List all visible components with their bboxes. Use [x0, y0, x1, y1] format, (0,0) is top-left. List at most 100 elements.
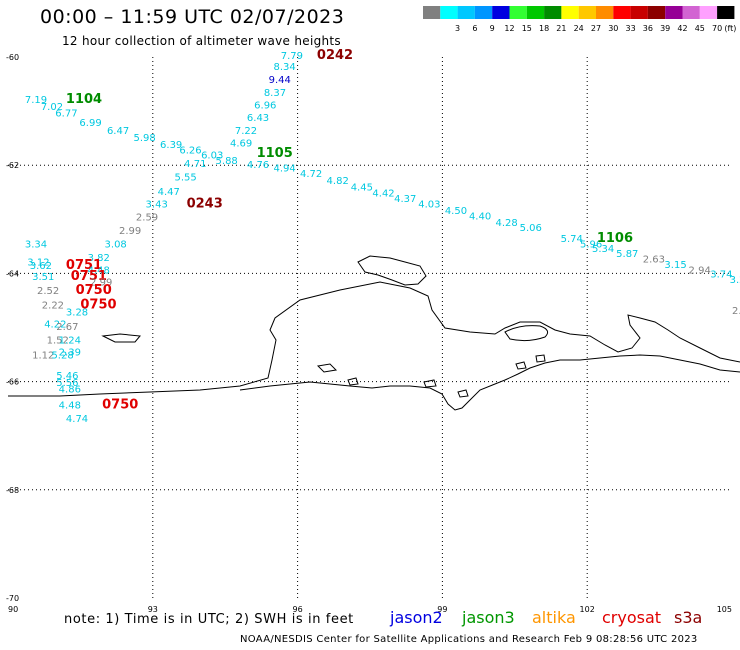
- legend-tick-label: 6: [472, 24, 477, 33]
- pass-time-label: 0750: [76, 283, 112, 298]
- wave-height-label: 3.12: [27, 257, 49, 268]
- wave-height-label: 4.74: [66, 414, 88, 425]
- wave-height-label: 2.63: [643, 255, 665, 266]
- wave-height-label: 2.39: [59, 348, 81, 359]
- footer-credit: NOAA/NESDIS Center for Satellite Applica…: [240, 634, 698, 645]
- wave-height-label: 8.37: [264, 88, 286, 99]
- island-small-3: [347, 377, 359, 386]
- wave-height-label: 1.12: [32, 350, 54, 361]
- coastline: [8, 255, 740, 411]
- island-small-7: [535, 354, 546, 363]
- wave-height-label: 3.15: [664, 260, 686, 271]
- lon-tick-label: 105: [717, 605, 732, 614]
- island-small-1: [101, 333, 141, 343]
- island-small-5: [457, 389, 469, 398]
- wave-height-label: 6.43: [247, 113, 269, 124]
- island-oval: [504, 325, 549, 342]
- wave-height-label: 5.46: [56, 371, 78, 382]
- pass-time-label: 1105: [257, 146, 293, 161]
- lat-tick-label: -68: [6, 486, 19, 495]
- wave-height-label: 3.74: [710, 270, 732, 281]
- legend-swatch: [613, 6, 631, 19]
- wave-height-label: 3.43: [146, 199, 168, 210]
- wave-height-label: 4.48: [59, 401, 81, 412]
- pass-time-label: 0750: [102, 398, 138, 413]
- satellite-legend-jason2: jason2: [390, 608, 443, 627]
- lon-tick-label: 96: [293, 605, 303, 614]
- wave-height-label: 6.47: [107, 126, 129, 137]
- legend-swatch: [492, 6, 510, 19]
- legend-swatch: [526, 6, 545, 19]
- color-legend: 3 6 9 12 15 18 21 24 27 30 33 36 39 42 45 70 (ft): [423, 6, 736, 33]
- wave-height-label: 7.22: [235, 126, 257, 137]
- pass-time-label: 1106: [597, 231, 633, 246]
- pass-time-label: 0751: [71, 269, 107, 284]
- wave-height-label: 4.28: [495, 218, 517, 229]
- wave-height-label: 4.69: [230, 138, 252, 149]
- lon-tick-label: 93: [148, 605, 158, 614]
- legend-tick-label: 21: [556, 24, 566, 33]
- legend-unit: (ft): [724, 24, 736, 33]
- wave-height-label: 5.06: [520, 223, 542, 234]
- wave-height-label: 4.40: [469, 211, 491, 222]
- legend-swatch: [561, 6, 579, 19]
- wave-height-label: 3.51: [32, 272, 54, 283]
- lon-tick-label: 99: [437, 605, 447, 614]
- wave-height-label: 2.22: [42, 301, 64, 312]
- legend-tick-label: 3: [455, 24, 460, 33]
- legend-swatch: [440, 6, 458, 19]
- legend-swatch: [596, 6, 614, 19]
- legend-swatch: [474, 6, 493, 19]
- wave-height-label: 6.39: [160, 140, 182, 151]
- graticule: [8, 57, 732, 598]
- wave-height-label: 1.52: [47, 336, 69, 347]
- legend-swatch: [423, 6, 441, 19]
- lat-tick-label: -62: [6, 161, 19, 170]
- island-small-6: [515, 361, 527, 370]
- legend-tick-label: 30: [608, 24, 618, 33]
- pass-time-label: 0750: [80, 298, 116, 313]
- legend-swatch: [509, 6, 527, 19]
- footer-note: note: 1) Time is in UTC; 2) SWH is in fe…: [64, 612, 354, 627]
- wave-height-label: 5.98: [133, 133, 155, 144]
- legend-swatch: [665, 6, 683, 19]
- legend-swatch: [457, 6, 475, 19]
- legend-tick-label: 39: [660, 24, 670, 33]
- wave-height-label: 3.82: [88, 253, 110, 264]
- wave-height-label: 4.82: [327, 176, 349, 187]
- wave-height-label: 2.94: [689, 265, 711, 276]
- wave-height-label: 2.52: [37, 286, 59, 297]
- legend-tick-label: 70: [712, 24, 722, 33]
- wave-height-label: 3.24: [730, 275, 740, 286]
- wave-height-label: 2.59: [136, 212, 158, 223]
- map-title: 00:00 – 11:59 UTC 02/07/2023: [40, 6, 345, 28]
- wave-height-label: 7.79: [281, 51, 303, 62]
- lat-tick-label: -70: [6, 594, 19, 603]
- wave-height-label: 3.08: [105, 239, 127, 250]
- wave-height-label: 6.96: [254, 100, 276, 111]
- legend-tick-label: 9: [490, 24, 495, 33]
- wave-height-label: 5.56: [56, 378, 78, 389]
- legend-tick-label: 12: [504, 24, 514, 33]
- island-small-2: [316, 363, 338, 373]
- island-small-4: [423, 379, 437, 388]
- pass-time-label: 0243: [187, 196, 223, 211]
- wave-height-label: 6.99: [79, 118, 101, 129]
- wave-height-label: 6.77: [55, 109, 77, 120]
- wave-height-label: 4.86: [59, 384, 81, 395]
- satellite-legend-s3a: s3a: [674, 608, 703, 627]
- wave-height-label: 4.48: [88, 265, 110, 276]
- wave-height-label: 7.19: [25, 95, 47, 106]
- legend-swatch: [578, 6, 596, 19]
- wave-height-labels: 7.79 0242 8.34 9.44 8.376.96 6.43 7.224.69 7.19…: [25, 48, 740, 425]
- wave-height-label: 6.26: [179, 145, 201, 156]
- legend-tick-label: 18: [539, 24, 549, 33]
- lon-tick-label: 102: [580, 605, 595, 614]
- legend-tick-label: 15: [522, 24, 532, 33]
- legend-tick-label: 27: [591, 24, 601, 33]
- lat-tick-label: -64: [6, 269, 19, 278]
- wave-height-label: 4.47: [158, 187, 180, 198]
- ice-shelf-island: [357, 255, 427, 286]
